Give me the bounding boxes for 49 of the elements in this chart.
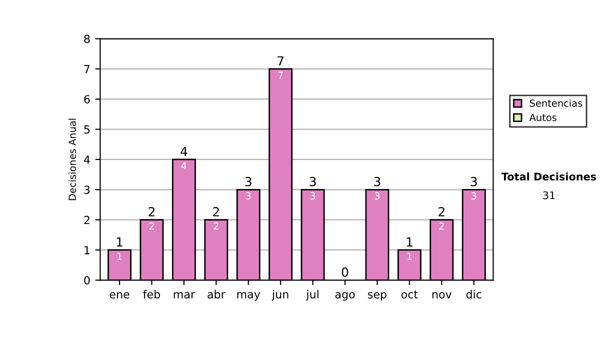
data-label: 4: [181, 162, 186, 170]
data-label: 2: [149, 222, 154, 230]
total-label: 2: [148, 207, 154, 216]
data-label: 3: [310, 192, 316, 200]
data-label: 1: [407, 252, 412, 260]
data-label: 1: [118, 252, 122, 260]
x-tick-label: ene: [110, 292, 130, 298]
x-tick-label: ago: [335, 292, 355, 301]
data-label: 3: [374, 192, 380, 200]
x-tick-label: jul: [306, 290, 318, 301]
x-tick-label: dic: [466, 290, 482, 298]
data-label: 2: [439, 222, 444, 230]
data-label: 3: [472, 192, 476, 200]
total-label: 3: [245, 176, 252, 186]
total-label: 7: [278, 56, 284, 66]
total-label: 2: [213, 207, 219, 216]
y-tick-label: 5: [84, 125, 90, 134]
total-label: 4: [180, 146, 188, 156]
y-axis-title: Decisiones Anual: [68, 118, 76, 200]
data-label: 7: [278, 72, 283, 79]
text: Total Decisiones: [501, 172, 596, 180]
data-label: 3: [246, 192, 251, 200]
total-label: 3: [310, 176, 316, 186]
y-tick-label: 6: [84, 95, 90, 104]
total-label: 3: [470, 176, 477, 186]
y-tick-label: 3: [84, 186, 90, 194]
legend-label: Autos: [529, 114, 556, 122]
x-tick-label: mar: [174, 292, 196, 298]
x-tick-label: sep: [368, 292, 386, 301]
total-label: 2: [438, 207, 444, 216]
y-tick-label: 7: [84, 65, 90, 74]
y-tick-label: 2: [84, 216, 90, 224]
x-tick-label: oct: [401, 290, 418, 298]
x-tick-label: jun: [272, 290, 288, 301]
x-tick-label: feb: [143, 290, 160, 298]
y-tick-label: 0: [84, 276, 90, 285]
total-label: 3: [374, 176, 380, 186]
legend-label: Sentencias: [530, 99, 582, 107]
x-tick-label: abr: [208, 290, 226, 298]
text: 31: [543, 191, 555, 200]
y-tick-label: 8: [84, 34, 90, 44]
x-tick-label: may: [237, 292, 260, 301]
x-tick-label: nov: [432, 292, 452, 298]
total-label: 0: [342, 267, 348, 277]
total-label: 1: [116, 237, 122, 246]
y-tick-label: 1: [84, 246, 90, 254]
data-label: 2: [214, 222, 218, 230]
total-label: 1: [406, 237, 412, 246]
y-tick-label: 4: [84, 156, 90, 164]
